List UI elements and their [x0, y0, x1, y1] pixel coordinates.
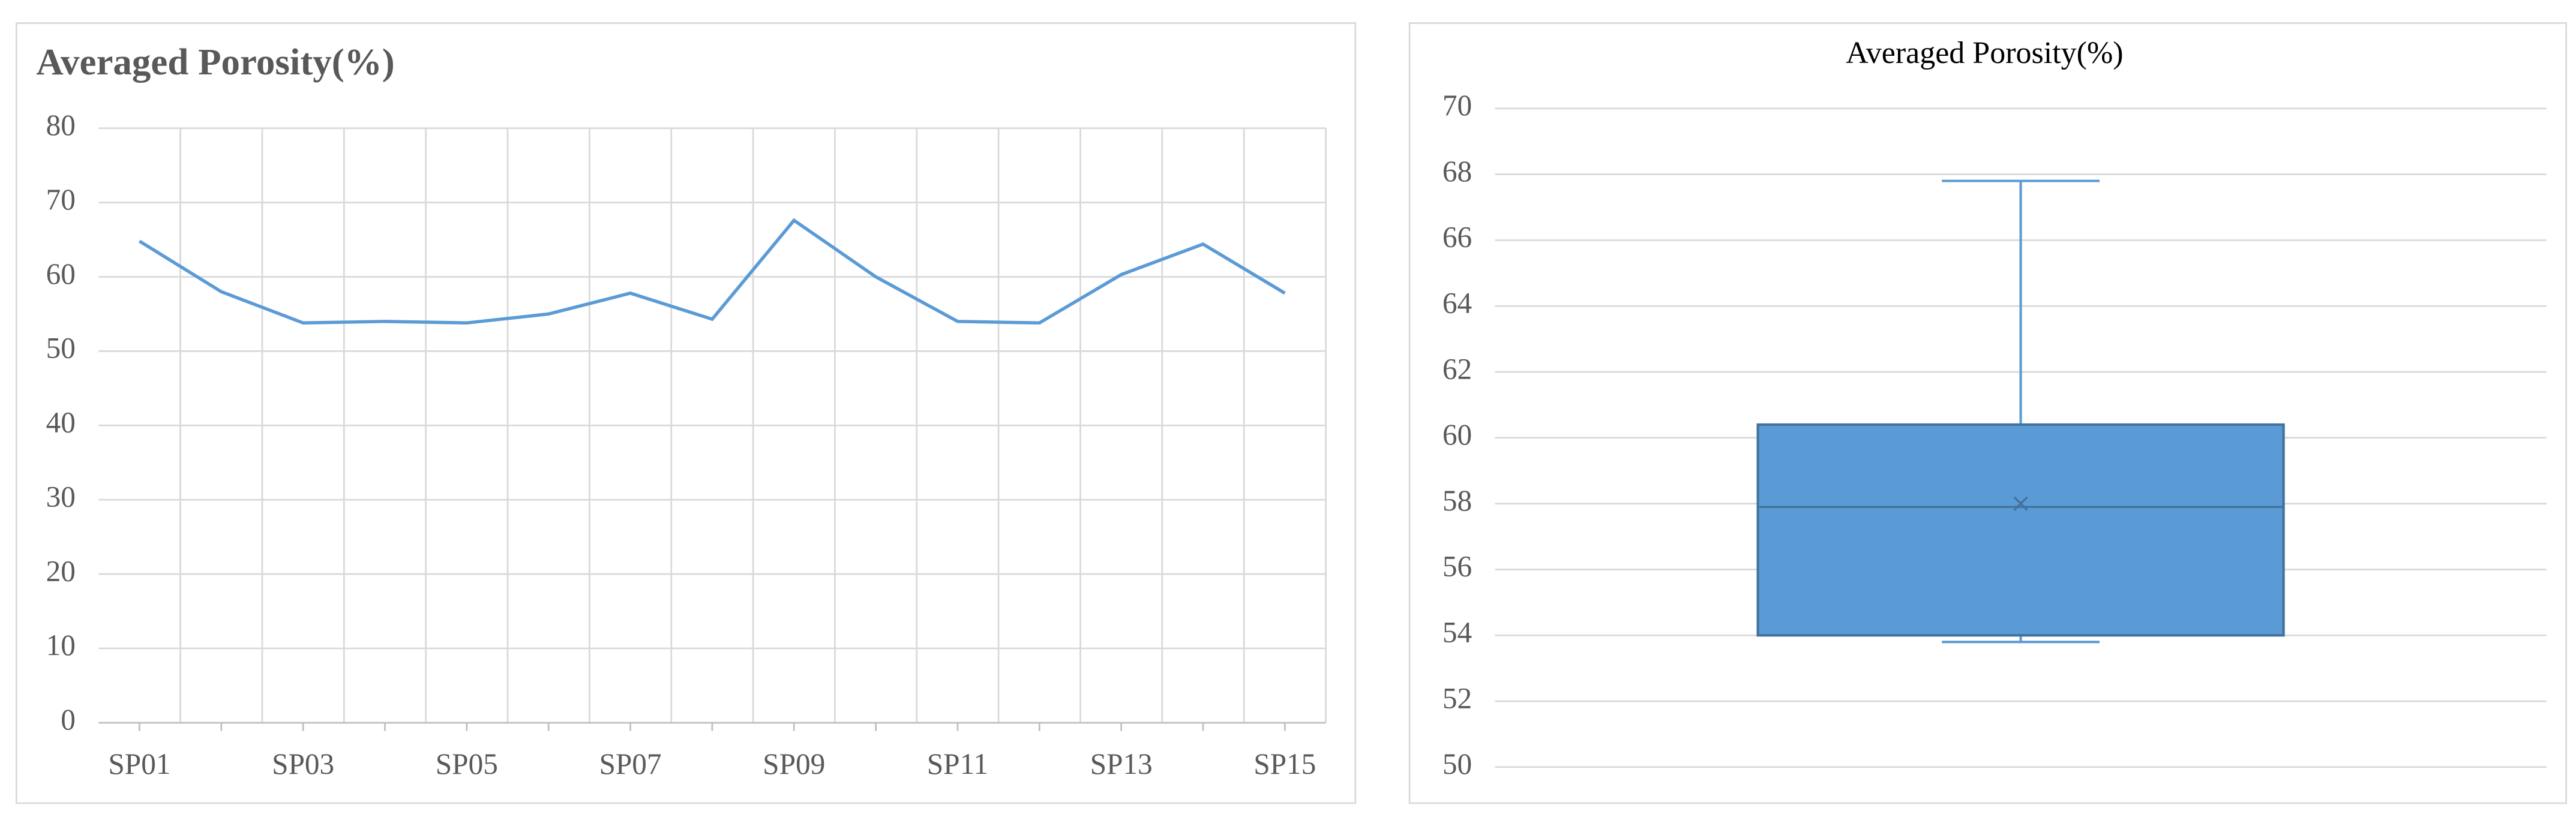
y-tick-label: 70 — [1443, 89, 1472, 122]
x-tick-label: SP13 — [1090, 747, 1153, 780]
mean-marker — [2013, 496, 2028, 511]
y-tick-label: 56 — [1443, 550, 1472, 583]
y-tick-label: 40 — [46, 406, 76, 439]
x-tick-label: SP03 — [272, 747, 334, 780]
y-tick-label: 60 — [1443, 418, 1472, 451]
y-tick-label: 50 — [1443, 747, 1472, 780]
y-tick-label: 0 — [61, 703, 76, 736]
x-tick-label: SP05 — [436, 747, 498, 780]
y-tick-label: 80 — [46, 109, 76, 142]
y-tick-label: 58 — [1443, 484, 1472, 517]
x-tick-label: SP07 — [599, 747, 661, 780]
box — [1756, 423, 2285, 637]
y-tick-label: 64 — [1443, 287, 1472, 320]
y-tick-label: 70 — [46, 183, 76, 216]
y-tick-label: 50 — [46, 332, 76, 365]
chart-title: Averaged Porosity(%) — [1846, 36, 2124, 70]
chart-frame — [16, 22, 1357, 804]
y-tick-label: 30 — [46, 480, 76, 513]
y-tick-label: 54 — [1443, 615, 1472, 648]
x-tick-label: SP15 — [1253, 747, 1316, 780]
x-tick-label: SP09 — [763, 747, 825, 780]
y-tick-label: 10 — [46, 629, 76, 662]
y-tick-label: 62 — [1443, 352, 1472, 385]
y-tick-label: 20 — [46, 554, 76, 587]
chart-title: Averaged Porosity(%) — [36, 41, 394, 83]
x-tick-label: SP11 — [927, 747, 988, 780]
y-tick-label: 52 — [1443, 681, 1472, 714]
y-tick-label: 60 — [46, 257, 76, 290]
x-tick-label: SP01 — [108, 747, 170, 780]
y-tick-label: 66 — [1443, 221, 1472, 254]
y-tick-label: 68 — [1443, 155, 1472, 188]
chart-frame — [1408, 22, 2567, 804]
line-series — [139, 218, 1286, 325]
